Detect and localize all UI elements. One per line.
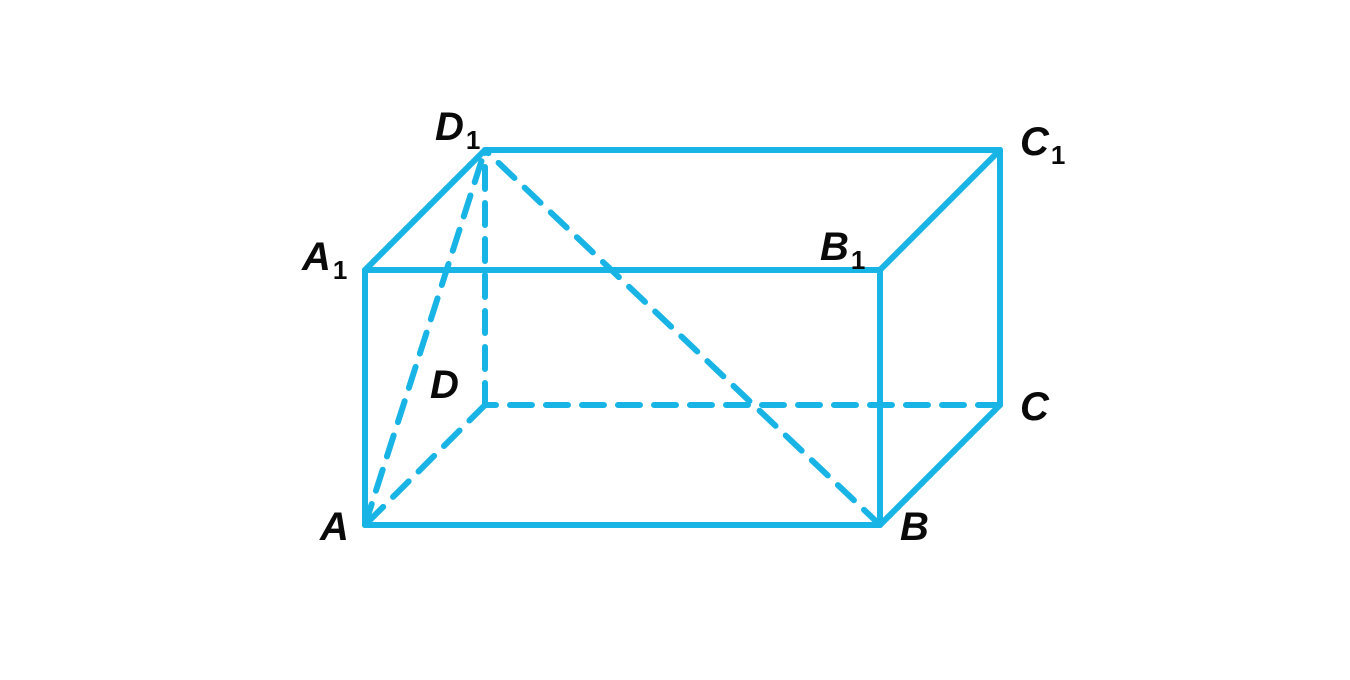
visible-edge	[880, 405, 1000, 525]
vertex-label-B1: B1	[820, 225, 865, 275]
vertex-label-B: B	[900, 505, 929, 549]
vertex-label-C1: C1	[1020, 120, 1065, 170]
vertex-label-D: D	[430, 363, 459, 407]
vertex-label-A1: A1	[301, 235, 347, 285]
visible-edge	[880, 150, 1000, 270]
vertex-label-D1: D1	[435, 105, 480, 155]
hidden-edge	[365, 405, 485, 525]
cuboid-diagram: A B C D A1 B1 C1 D1	[0, 0, 1350, 680]
vertex-label-C: C	[1020, 385, 1050, 429]
hidden-edge	[485, 150, 880, 525]
vertex-label-A: A	[319, 505, 349, 549]
